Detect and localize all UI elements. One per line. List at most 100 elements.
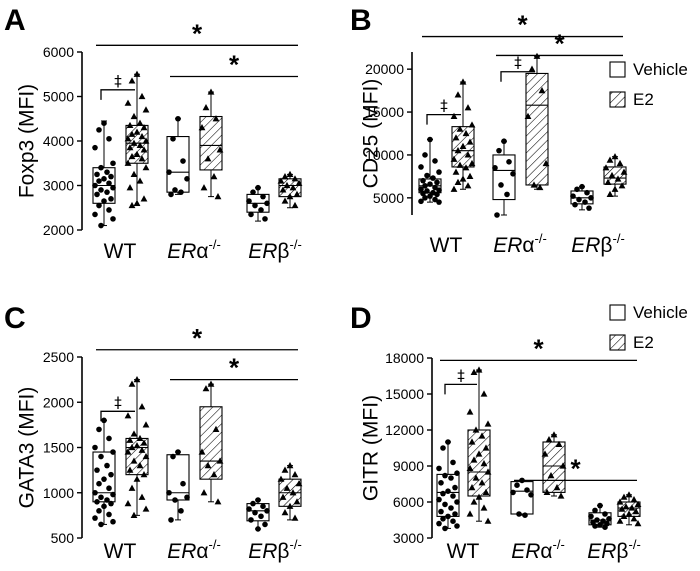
data-point [445, 488, 451, 495]
data-point [210, 173, 218, 180]
data-point [498, 182, 504, 188]
data-point [178, 189, 184, 195]
data-point [216, 457, 224, 464]
data-point [454, 91, 462, 98]
data-point [130, 457, 138, 464]
data-point [542, 159, 550, 167]
data-point [126, 436, 134, 443]
data-point [450, 518, 456, 524]
data-point [142, 106, 150, 113]
box-e2 [524, 52, 550, 191]
x-category-label: ERβ-/- [248, 237, 302, 263]
data-point [448, 475, 454, 481]
data-point [106, 135, 112, 142]
data-point [295, 480, 303, 487]
y-tick-label: 500 [51, 530, 75, 546]
data-point [142, 452, 150, 460]
significance-dagger: ‡ [440, 97, 448, 115]
data-point [136, 119, 144, 126]
data-point [98, 521, 104, 528]
data-point [510, 489, 516, 496]
data-point [464, 104, 472, 111]
data-point [138, 155, 146, 162]
data-point [92, 489, 98, 496]
data-point [484, 420, 492, 427]
box-vehicle [92, 417, 116, 528]
box-vehicle [418, 136, 442, 205]
data-point [454, 147, 462, 154]
data-point [632, 508, 640, 515]
y-tick-label: 18000 [385, 350, 424, 366]
box-iqr [510, 481, 534, 515]
data-point [216, 146, 224, 153]
data-point [200, 489, 208, 496]
data-point [442, 501, 448, 508]
data-point [106, 180, 112, 187]
data-point [252, 202, 258, 209]
data-point [262, 521, 268, 528]
box-e2 [198, 88, 224, 200]
data-point [606, 190, 614, 198]
significance-star: * [229, 49, 240, 79]
data-point [436, 199, 442, 205]
data-point [126, 144, 134, 151]
data-point [140, 471, 148, 478]
data-point [470, 498, 478, 505]
box-e2 [541, 431, 567, 499]
data-point [110, 518, 116, 525]
data-point [110, 184, 116, 191]
data-point [574, 186, 580, 193]
data-point [440, 445, 446, 451]
data-point [584, 189, 590, 196]
y-tick-label: 1000 [43, 485, 74, 501]
data-point [264, 200, 270, 207]
panel-letter: D [350, 302, 372, 335]
data-point [475, 450, 483, 457]
data-point [459, 142, 467, 149]
data-point [442, 525, 448, 532]
data-point [130, 430, 138, 437]
y-tick-label: 12000 [385, 422, 424, 438]
data-point [464, 151, 472, 158]
panel-letter: C [4, 302, 26, 335]
data-point [246, 506, 252, 512]
legend-label: Vehicle [633, 60, 688, 79]
y-tick-label: 15000 [385, 386, 424, 402]
data-point [432, 184, 438, 191]
data-point [140, 124, 148, 131]
data-point [442, 472, 448, 479]
data-point [98, 187, 104, 193]
data-point [436, 169, 442, 175]
y-tick-label: 9000 [393, 458, 424, 474]
data-point [611, 153, 619, 160]
data-point [124, 159, 132, 166]
x-category-label: ERβ-/- [587, 537, 641, 563]
data-point [130, 139, 138, 146]
box-vehicle [166, 449, 190, 523]
data-point [180, 480, 186, 487]
data-point [434, 179, 440, 186]
data-point [96, 127, 102, 133]
data-point [133, 376, 141, 383]
data-point [553, 484, 561, 491]
data-point [484, 468, 492, 475]
data-point [255, 184, 261, 191]
data-point [606, 156, 614, 163]
data-point [104, 462, 110, 469]
data-point [98, 494, 104, 501]
box-vehicle [492, 138, 516, 218]
box-iqr [603, 166, 627, 185]
data-point [608, 171, 616, 179]
panel-letter: A [4, 4, 26, 37]
data-point [557, 492, 565, 499]
data-point [570, 193, 576, 199]
data-point [466, 510, 474, 517]
box-e2 [616, 491, 642, 527]
data-point [168, 191, 174, 198]
data-point [277, 475, 285, 482]
data-point [138, 132, 146, 140]
legend-label: E2 [633, 90, 654, 109]
data-point [620, 168, 628, 175]
y-tick-label: 2000 [43, 222, 74, 238]
data-point [622, 503, 630, 510]
